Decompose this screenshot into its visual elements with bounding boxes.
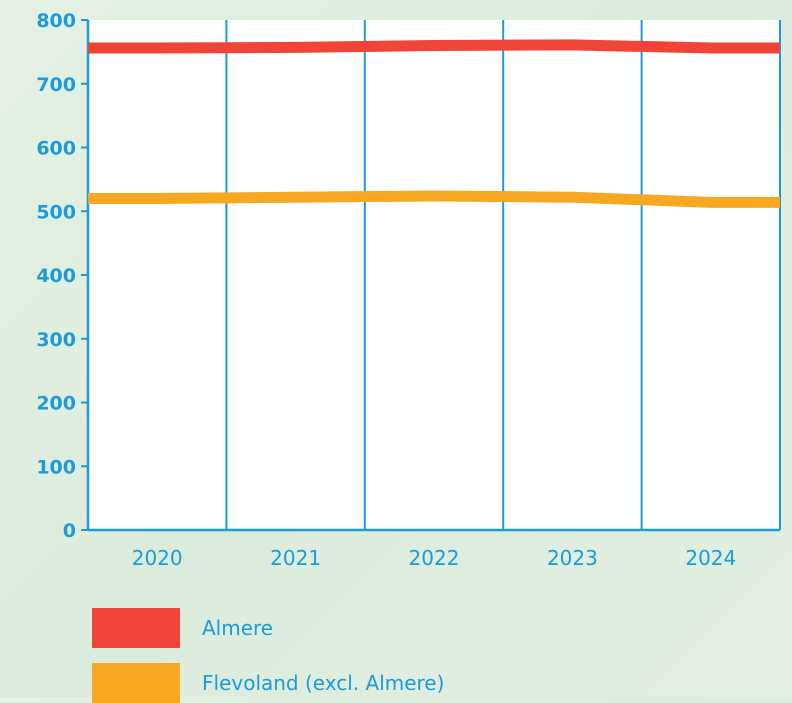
y-tick-label: 800 <box>36 10 76 32</box>
y-tick-label: 0 <box>63 520 76 542</box>
y-tick-label: 300 <box>36 329 76 351</box>
legend-label-almere: Almere <box>202 616 274 640</box>
y-tick-label: 700 <box>36 74 76 96</box>
legend-item-flevoland: Flevoland (excl. Almere) <box>92 663 512 703</box>
x-axis-tick-labels: 2020 2021 2022 2023 2024 <box>132 546 737 570</box>
y-tick-label: 500 <box>36 201 76 223</box>
plot-area <box>88 20 780 530</box>
axes <box>81 19 780 532</box>
series-line-almere <box>88 39 780 54</box>
x-tick-label: 2022 <box>409 546 460 570</box>
legend-swatch-flevoland <box>92 663 180 703</box>
x-tick-label: 2024 <box>685 546 736 570</box>
vertical-grid-lines <box>225 20 781 530</box>
series-line-flevoland <box>88 190 780 208</box>
y-axis-tick-labels: 0 100 200 300 400 500 600 700 800 <box>36 10 76 542</box>
x-tick-label: 2020 <box>132 546 183 570</box>
series-lines <box>88 39 780 208</box>
x-tick-label: 2021 <box>270 546 321 570</box>
legend-swatch-almere <box>92 608 180 648</box>
y-tick-label: 200 <box>36 393 76 415</box>
legend-item-almere: Almere <box>92 608 512 648</box>
x-tick-label: 2023 <box>547 546 598 570</box>
y-tick-label: 100 <box>36 456 76 478</box>
y-tick-label: 600 <box>36 138 76 160</box>
legend-label-flevoland: Flevoland (excl. Almere) <box>202 671 445 695</box>
y-tick-label: 400 <box>36 265 76 287</box>
